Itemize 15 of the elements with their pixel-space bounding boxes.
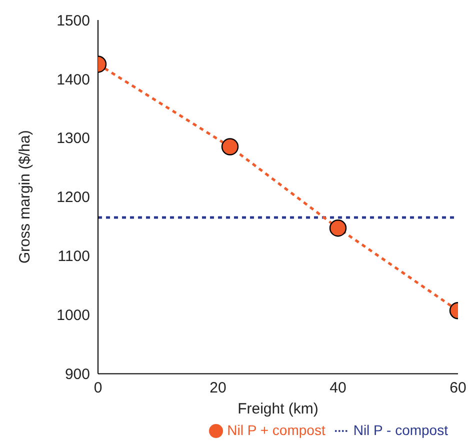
x-tick-label: 40 <box>330 379 346 396</box>
x-tick-label: 0 <box>94 379 102 396</box>
x-tick-label: 20 <box>210 379 226 396</box>
y-tick-label: 1000 <box>56 307 90 324</box>
x-axis-title: Freight (km) <box>238 400 318 418</box>
y-tick-label: 1200 <box>56 189 90 206</box>
legend-label: Nil P + compost <box>227 422 326 438</box>
y-tick-label: 900 <box>64 366 90 384</box>
x-tick-label: 60 <box>450 379 466 396</box>
legend-label: Nil P - compost <box>353 422 448 438</box>
y-tick-label: 1500 <box>56 12 90 30</box>
y-tick-label: 1300 <box>56 130 90 148</box>
y-axis-title: Gross margin ($/ha) <box>16 130 34 264</box>
y-tick-label: 1400 <box>56 71 90 88</box>
y-tick-label: 1100 <box>58 248 90 266</box>
